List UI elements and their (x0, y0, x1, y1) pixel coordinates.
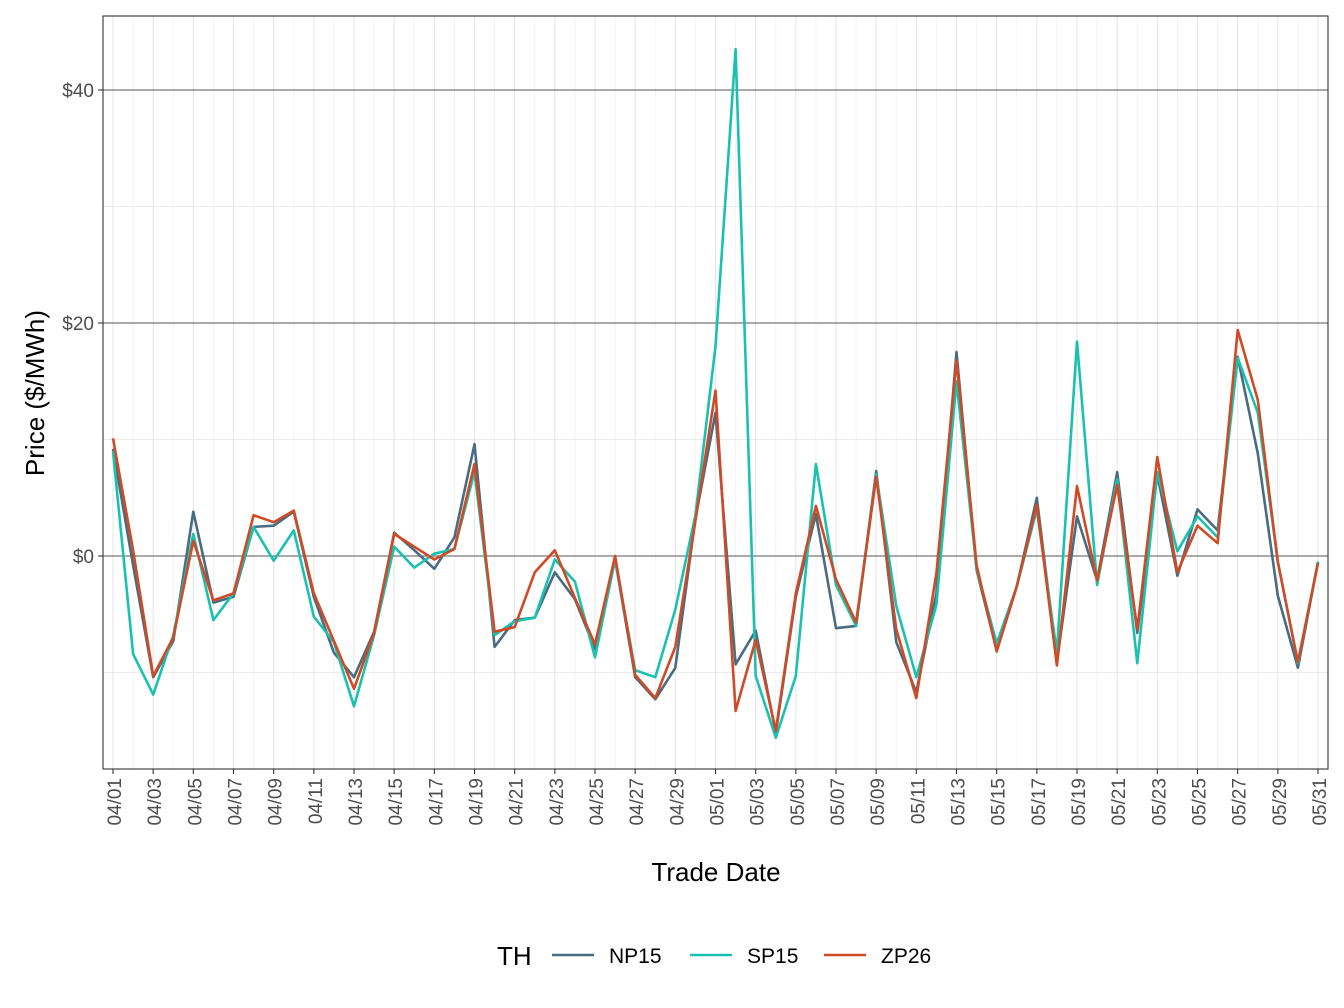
x-tick-label: 04/03 (145, 778, 166, 826)
legend-title: TH (497, 941, 532, 971)
y-axis: $0 $20 $40 (62, 81, 103, 568)
x-tick-label: 05/19 (1069, 778, 1090, 826)
x-tick-label: 04/13 (346, 778, 367, 826)
x-tick-label: 05/03 (748, 778, 769, 826)
x-tick-label: 04/05 (185, 778, 206, 826)
legend-label-np15: NP15 (609, 945, 662, 968)
x-tick-label: 05/05 (788, 778, 809, 826)
series-lines (111, 47, 1320, 740)
x-tick-label: 04/27 (627, 778, 648, 826)
x-tick-label: 05/23 (1149, 778, 1170, 826)
x-tick-label: 05/17 (1029, 778, 1050, 826)
y-axis-title: Price ($/MWh) (20, 310, 50, 476)
x-tick-label: 04/21 (507, 778, 528, 826)
x-axis: 04/01 04/03 04/05 04/07 04/09 04/11 04/13 04/15… (105, 769, 1331, 826)
x-tick-label: 04/07 (226, 778, 247, 826)
x-tick-label: 05/27 (1230, 778, 1251, 826)
major-gridlines (103, 16, 1328, 769)
x-tick-label: 05/09 (868, 778, 889, 826)
series-line-sp15 (111, 47, 1320, 740)
x-tick-label: 05/01 (708, 778, 729, 826)
y-tick-label: $0 (73, 547, 94, 568)
x-tick-label: 05/29 (1270, 778, 1291, 826)
x-tick-label: 04/25 (587, 778, 608, 826)
y-tick-label: $40 (62, 81, 94, 102)
x-tick-label: 04/29 (667, 778, 688, 826)
x-tick-label: 05/11 (908, 778, 929, 824)
x-tick-label: 04/01 (105, 778, 126, 826)
x-tick-label: 04/11 (306, 778, 327, 824)
legend-label-sp15: SP15 (747, 945, 798, 968)
legend: TH NP15 SP15 ZP26 (497, 941, 931, 971)
x-axis-title: Trade Date (651, 857, 780, 887)
x-tick-label: 05/13 (949, 778, 970, 826)
x-tick-label: 04/23 (547, 778, 568, 826)
x-tick-label: 05/25 (1190, 778, 1211, 826)
series-line-zp26 (111, 328, 1320, 733)
x-tick-label: 04/19 (467, 778, 488, 826)
series-line-np15 (111, 350, 1320, 735)
x-tick-label: 04/09 (266, 778, 287, 826)
x-tick-label: 05/07 (828, 778, 849, 826)
x-tick-label: 04/15 (386, 778, 407, 826)
x-tick-label: 05/15 (989, 778, 1010, 826)
x-tick-label: 05/21 (1109, 778, 1130, 826)
x-tick-label: 05/31 (1310, 778, 1331, 826)
y-tick-label: $20 (62, 314, 94, 335)
x-tick-label: 04/17 (426, 778, 447, 826)
legend-label-zp26: ZP26 (881, 945, 931, 968)
